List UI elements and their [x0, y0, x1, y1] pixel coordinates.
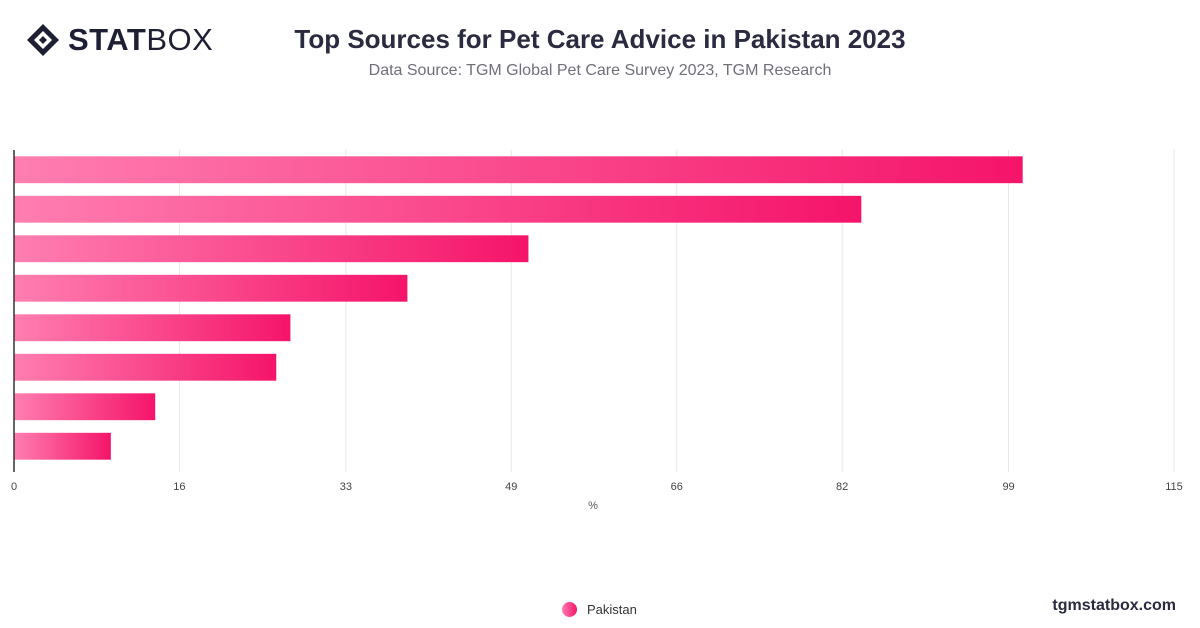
x-tick-label: 99: [1002, 481, 1014, 493]
chart-title: Top Sources for Pet Care Advice in Pakis…: [294, 24, 906, 54]
chart-subtitle: Data Source: TGM Global Pet Care Survey …: [368, 62, 832, 79]
bar[interactable]: [14, 393, 156, 421]
diamond-logo-icon: [27, 24, 59, 56]
bar[interactable]: [14, 274, 408, 302]
brand-name: STATBOX: [68, 22, 213, 58]
x-tick-label: 66: [671, 481, 683, 493]
x-tick-label: 33: [340, 481, 352, 493]
x-axis-label: %: [588, 500, 598, 512]
footer-site: tgmstatbox.com: [1052, 597, 1176, 614]
bar[interactable]: [14, 353, 277, 381]
x-tick-label: 82: [836, 481, 848, 493]
x-tick-label: 49: [505, 481, 517, 493]
x-tick-label: 16: [173, 481, 185, 493]
legend-marker: [562, 602, 577, 617]
bar[interactable]: [14, 235, 529, 263]
bar[interactable]: [14, 314, 291, 342]
bar[interactable]: [14, 432, 111, 460]
legend[interactable]: Pakistan: [562, 602, 637, 617]
bars: [14, 156, 1023, 460]
bar[interactable]: [14, 156, 1023, 184]
axes: 0 16 33 49 66 82 99 115: [11, 150, 1183, 493]
x-tick-label: 115: [1165, 481, 1183, 493]
bar[interactable]: [14, 195, 862, 223]
statbox-logo: STATBOX: [26, 22, 213, 58]
brand-light: BOX: [146, 22, 214, 57]
legend-label-pakistan: Pakistan: [587, 602, 637, 617]
gridlines: [178, 150, 1175, 472]
brand-bold: STAT: [68, 22, 147, 57]
x-tick-label: 0: [11, 481, 17, 493]
